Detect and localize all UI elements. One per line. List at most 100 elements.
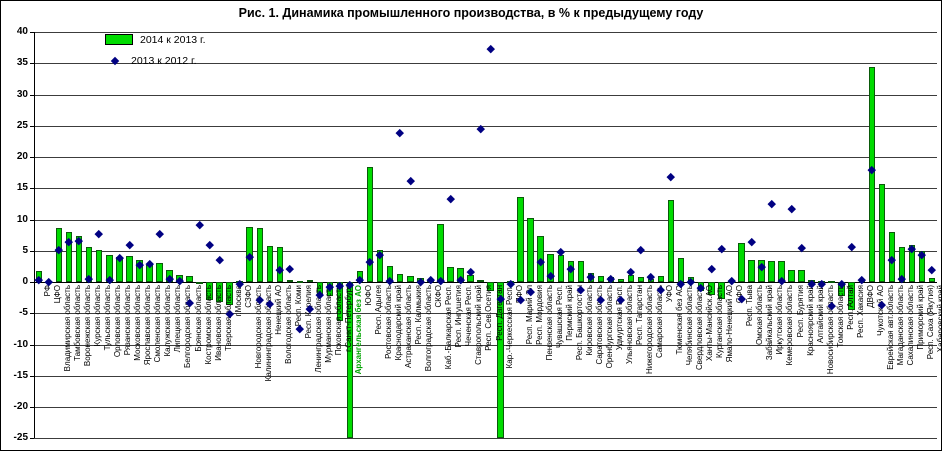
y-axis-label: -20 <box>13 401 28 412</box>
y-axis-tick <box>30 344 34 346</box>
x-axis-label: ЮФО <box>364 285 374 306</box>
y-axis-label: 0 <box>22 276 28 287</box>
marker-2013 <box>928 266 936 275</box>
marker-2013 <box>95 229 104 238</box>
bar-2014 <box>447 267 454 282</box>
x-axis-label: Магаданская область <box>895 285 905 366</box>
x-axis-label: Астраханская область <box>404 285 414 368</box>
bar-2014 <box>407 275 414 282</box>
y-axis-tick <box>30 32 34 33</box>
y-axis-tick <box>30 407 34 408</box>
gridline <box>34 313 937 315</box>
marker-2013 <box>215 255 224 264</box>
bar-2014 <box>276 247 284 282</box>
x-axis-label: Респ. Мордовия <box>534 285 544 345</box>
x-axis-label: Респ. Алтай <box>845 285 855 330</box>
marker-2013 <box>396 128 405 137</box>
marker-2013 <box>486 44 495 53</box>
bar-2014 <box>126 256 133 282</box>
bar-2014 <box>718 282 725 299</box>
gridline <box>34 157 937 158</box>
bar-2014 <box>226 282 233 305</box>
bar-2014 <box>296 280 304 283</box>
y-axis-tick <box>30 313 34 315</box>
bar-2014 <box>928 277 936 282</box>
bar-2014 <box>517 197 524 282</box>
x-axis-label: ДВФО <box>865 285 875 308</box>
x-axis-label: Пермский край <box>564 285 574 341</box>
x-axis-label: Вологодская область <box>283 285 293 364</box>
x-axis-label: Респ. Башкортостан <box>574 285 584 361</box>
y-axis-label: 20 <box>16 151 28 162</box>
x-axis-label: Новгородская область <box>253 285 263 369</box>
x-axis-label: Чеченская Респ. <box>464 285 474 347</box>
y-axis-tick <box>30 219 34 221</box>
x-axis-label: Тверская область <box>223 285 233 351</box>
x-axis-label: г.Москва <box>233 285 243 317</box>
x-axis-label: Смоленская область <box>153 285 163 363</box>
chart-title: Рис. 1. Динамика промышленного производс… <box>238 6 704 20</box>
bar-2014 <box>557 254 564 282</box>
x-axis-label: Калужская область <box>163 285 173 357</box>
marker-2013 <box>285 264 294 273</box>
x-axis-label: Саратовская область <box>594 285 604 365</box>
x-axis-label: Респ. Тыва <box>745 285 755 327</box>
x-axis-label: Респ. Саха (Якутия) <box>925 285 935 360</box>
x-axis-label: СФО <box>735 285 745 304</box>
bar-2014 <box>758 260 765 282</box>
bar-2014 <box>577 261 585 282</box>
bar-2014 <box>196 282 203 284</box>
x-axis-label: Ямало-Ненецкий АО <box>725 285 735 363</box>
y-axis-label: 5 <box>22 244 28 256</box>
y-axis-tick <box>30 157 34 158</box>
gridline <box>34 250 937 252</box>
gridline <box>34 219 937 221</box>
y-axis-tick <box>30 375 34 377</box>
bar-2014 <box>497 282 504 439</box>
marker-2013 <box>195 221 204 230</box>
x-axis-label: Орловская область <box>113 285 123 358</box>
y-axis-tick <box>30 188 34 190</box>
x-axis-label: Иркутская область <box>775 285 785 355</box>
x-axis-label: Забайкальский край <box>765 285 775 361</box>
y-axis-label: 25 <box>16 119 28 131</box>
bar-2014 <box>55 228 63 282</box>
bar-2014 <box>156 263 163 282</box>
x-axis-label: Кировская область <box>584 285 594 356</box>
x-axis-label: РФ <box>43 285 53 297</box>
x-axis-label: Брянская область <box>193 285 203 352</box>
bar-2014 <box>206 282 213 301</box>
marker-2013 <box>406 176 415 185</box>
x-axis-label: СКФО <box>434 285 444 308</box>
bar-2014 <box>65 232 73 282</box>
bar-2014 <box>708 282 715 296</box>
x-axis-label: Респ. Сев.Осетия <box>484 285 494 351</box>
bar-2014 <box>487 282 494 291</box>
x-axis-label: Респ. Коми <box>293 285 303 327</box>
gridline <box>34 188 937 190</box>
gridline <box>34 63 937 65</box>
bar-2014 <box>136 259 143 282</box>
legend-label-2014: 2014 к 2013 г. <box>140 33 206 46</box>
x-axis-label: Ивановская область <box>213 285 223 361</box>
bar-2014 <box>768 261 775 282</box>
marker-2013 <box>787 204 796 213</box>
x-axis-label: Респ. Адыгея <box>374 285 384 335</box>
x-axis-label: Ленинградская область <box>313 285 323 373</box>
x-axis-label: Ставропольский край <box>474 285 484 365</box>
x-axis-label: Респ. Марий Эл <box>524 285 534 345</box>
marker-2013 <box>205 241 214 250</box>
x-axis-label: Чувашская Респ. <box>554 285 564 349</box>
x-axis-label: Ярославская область <box>143 285 153 366</box>
x-axis-label: Архангельская без АО <box>354 285 364 375</box>
bar-2014 <box>798 270 805 282</box>
bar-2014 <box>547 253 554 282</box>
x-axis-label: Тульская область <box>103 285 113 351</box>
bar-2014 <box>75 235 83 282</box>
x-axis-label: Нижегородская область <box>645 285 655 374</box>
x-axis-label: Белгородская область <box>183 285 193 368</box>
diamond-swatch-icon <box>110 56 120 65</box>
x-axis-label: Курганская область <box>715 285 725 358</box>
x-axis-label: Омская область <box>755 285 765 346</box>
chart-legend: 2014 к 2013 г. 2013 к 2012 г. <box>105 29 206 71</box>
